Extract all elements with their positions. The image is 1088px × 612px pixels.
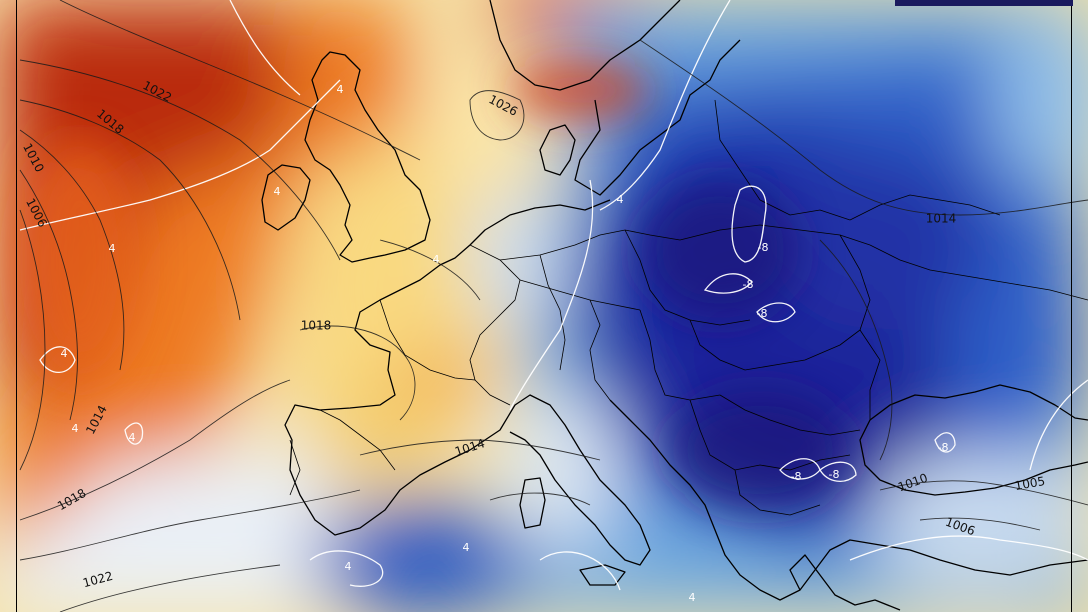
isotherm-label-tm8-cz: -8 bbox=[743, 278, 754, 291]
coast-black-sea bbox=[859, 384, 1088, 496]
isotherms bbox=[19, 0, 1088, 591]
isobar-label-p1018-fr: 1018 bbox=[301, 319, 332, 333]
isotherm-label-t4-ger: 4 bbox=[617, 193, 624, 206]
map-frame-right-border bbox=[1071, 0, 1072, 612]
coast-sweden bbox=[574, 39, 741, 196]
isotherm-label-t4-atl: 4 bbox=[109, 242, 116, 255]
coast-continent-west bbox=[284, 199, 611, 536]
isobars bbox=[19, 0, 1088, 612]
isotherm-label-tm8-bs: -8 bbox=[938, 441, 949, 454]
isotherm-label-t4-fr: 4 bbox=[433, 253, 440, 266]
isotherm-label-t4-atl4: 4 bbox=[129, 431, 136, 444]
coast-sardinia bbox=[519, 477, 546, 529]
coastlines bbox=[261, 0, 1088, 611]
coast-balkans bbox=[609, 399, 1088, 601]
coast-norway bbox=[489, 0, 681, 91]
isotherm-label-t4-atl2: 4 bbox=[61, 347, 68, 360]
coast-italy bbox=[469, 394, 651, 566]
temperature-labels: 4 4 4 4 4 4 4 4 4 4 4 -8 -8 -8 -8 -8 -8 bbox=[61, 83, 949, 604]
map-frame-left-border bbox=[16, 0, 17, 612]
isotherm-label-t4-ire: 4 bbox=[274, 185, 281, 198]
coast-ireland bbox=[261, 164, 311, 231]
isotherm-label-tm8-svk: -8 bbox=[757, 307, 768, 320]
isotherm-label-t4-med2: 4 bbox=[345, 560, 352, 573]
isotherm-label-t4-scot: 4 bbox=[337, 83, 344, 96]
isobar-label-p1014-e: 1014 bbox=[926, 212, 957, 226]
coast-great-britain bbox=[304, 51, 431, 263]
isotherm-label-t4-med3: 4 bbox=[689, 591, 696, 604]
isotherm-label-tm8-pol: -8 bbox=[758, 241, 769, 254]
coast-denmark bbox=[539, 124, 576, 176]
coast-sicily bbox=[579, 564, 626, 586]
isotherm-label-t4-atl3: 4 bbox=[72, 422, 79, 435]
isotherm-label-tm8-bg2: -8 bbox=[829, 468, 840, 481]
national-borders bbox=[289, 99, 1088, 516]
isobar-label-p1005-se: 1005 bbox=[1014, 474, 1047, 493]
coast-aegean bbox=[789, 554, 901, 611]
isotherm-label-tm8-bg1: -8 bbox=[791, 470, 802, 483]
legend-bar bbox=[895, 0, 1073, 6]
isotherm-label-t4-med: 4 bbox=[463, 541, 470, 554]
